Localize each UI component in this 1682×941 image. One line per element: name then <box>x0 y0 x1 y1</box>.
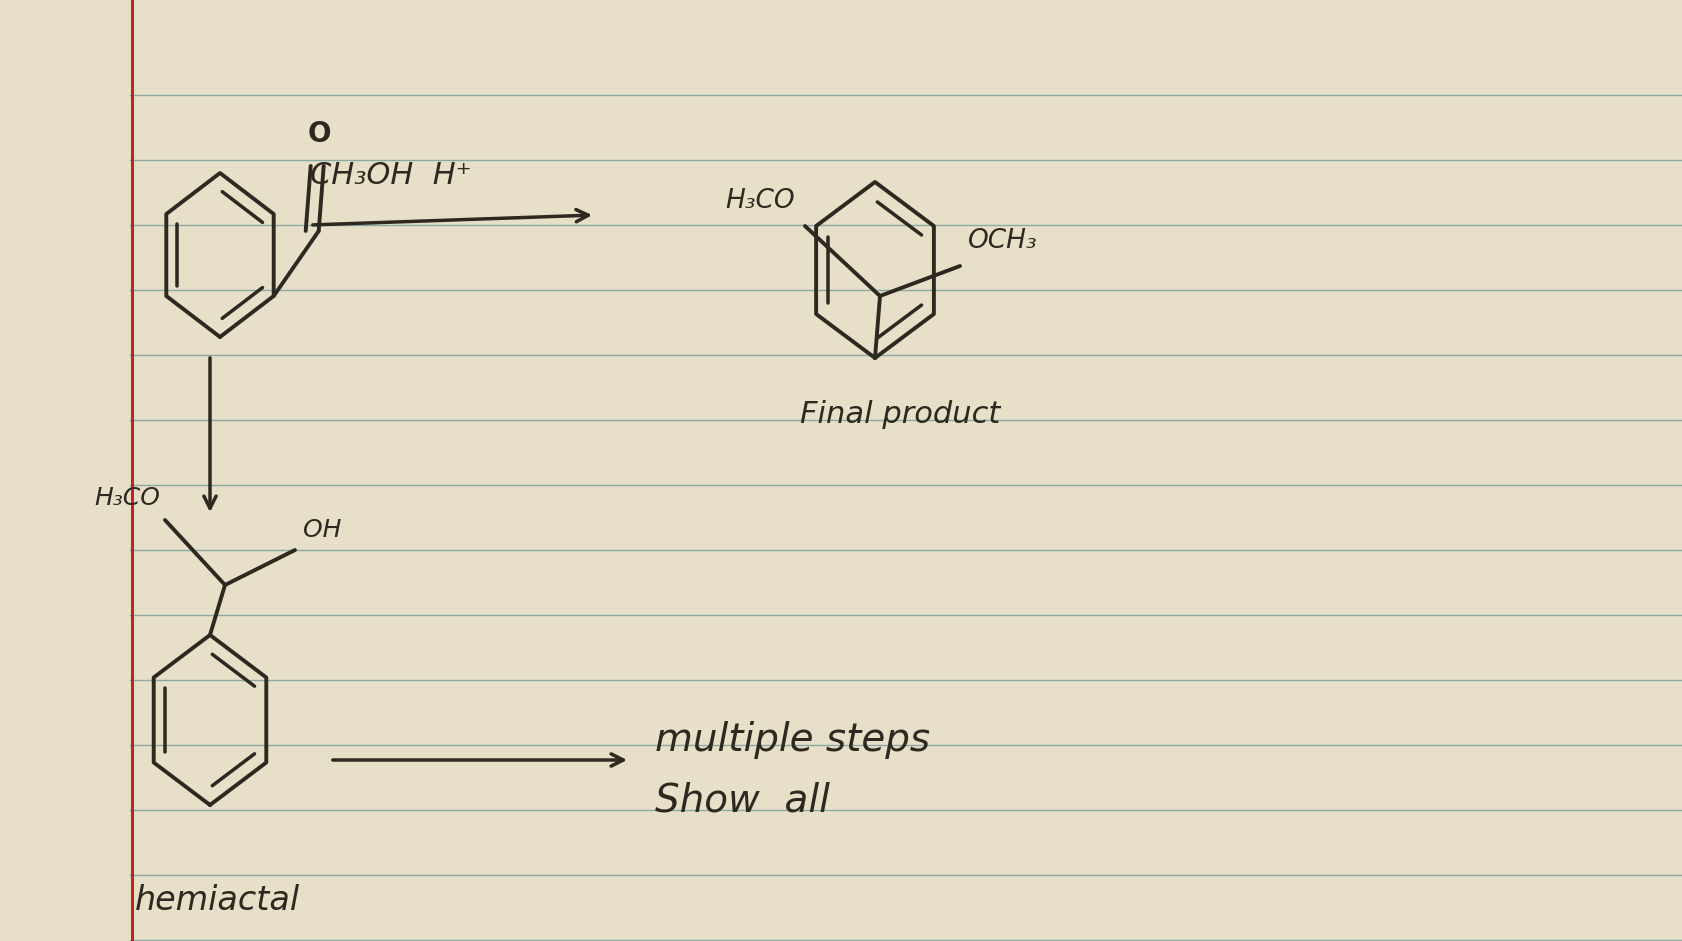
Text: O: O <box>308 120 331 148</box>
Text: Final product: Final product <box>799 400 999 429</box>
Text: H₃CO: H₃CO <box>725 188 794 214</box>
Text: CH₃OH  H⁺: CH₃OH H⁺ <box>309 161 471 190</box>
Text: OH: OH <box>303 518 341 542</box>
Text: multiple steps: multiple steps <box>654 721 930 759</box>
Text: hemiactal: hemiactal <box>135 884 299 917</box>
Text: H₃CO: H₃CO <box>94 486 160 510</box>
Text: OCH₃: OCH₃ <box>967 228 1038 254</box>
Text: Show  all: Show all <box>654 781 829 819</box>
